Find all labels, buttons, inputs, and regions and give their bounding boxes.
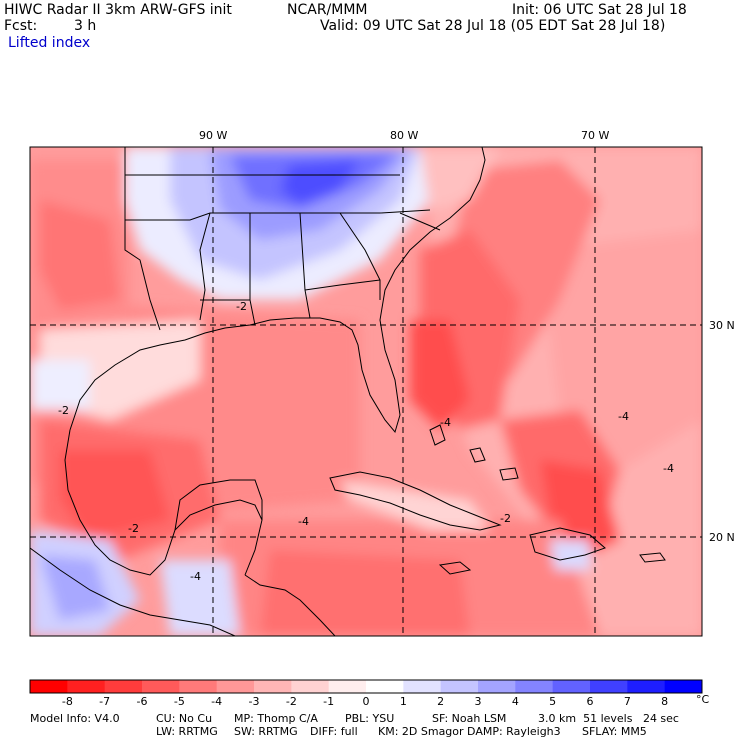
- forecast-hour: 3 h: [74, 18, 97, 34]
- colorbar-swatch: [142, 680, 180, 693]
- contour-label: -2: [58, 404, 69, 417]
- contour-label: -4: [663, 462, 674, 475]
- colorbar-swatch: [179, 680, 218, 693]
- longitude-label-70w: 70 W: [581, 129, 610, 142]
- map-title: HIWC Radar II 3km ARW-GFS init: [4, 2, 232, 18]
- organization-label: NCAR/MMM: [287, 2, 368, 18]
- colorbar-tick-label: 2: [437, 695, 445, 708]
- colorbar-tick-label: 5: [549, 695, 557, 708]
- model-info-mp: MP: Thomp C/A: [234, 712, 318, 725]
- colorbar-swatch: [515, 680, 554, 693]
- colorbar-swatch: [216, 680, 255, 693]
- map-frame: [29, 146, 703, 637]
- colorbar-swatch: [254, 680, 292, 693]
- lifted-index-field: [30, 147, 702, 636]
- valid-time: Valid: 09 UTC Sat 28 Jul 18 (05 EDT Sat …: [320, 18, 666, 34]
- contour-label: -4: [190, 570, 201, 583]
- field-name: Lifted index: [8, 35, 91, 51]
- contour-label: -2: [500, 512, 511, 525]
- colorbar-tick-label: -3: [248, 695, 260, 708]
- colorbar-frame: [29, 679, 703, 694]
- colorbar-tick-label: 1: [399, 695, 407, 708]
- colorbar-tick-label: -5: [173, 695, 185, 708]
- contour-label: -2: [128, 522, 139, 535]
- colorbar-swatch: [67, 680, 106, 693]
- colorbar-swatch: [328, 680, 367, 693]
- colorbar-swatch: [664, 680, 703, 693]
- colorbar-swatch: [627, 680, 666, 693]
- colorbar-tick-label: 7: [623, 695, 631, 708]
- model-info-km: KM: 2D Smagor DAMP: Rayleigh3: [378, 725, 561, 738]
- model-info-lw: LW: RRTMG: [156, 725, 218, 738]
- model-info-sf: SF: Noah LSM: [432, 712, 507, 725]
- model-info-sw: SW: RRTMG: [234, 725, 298, 738]
- model-info-sflay: SFLAY: MM5: [582, 725, 647, 738]
- colorbar-swatch: [104, 680, 143, 693]
- lat-lon-grid: [30, 147, 702, 636]
- colorbar-swatch: [440, 680, 479, 693]
- model-info-version: Model Info: V4.0: [30, 712, 120, 725]
- colorbar-tick-label: 8: [661, 695, 669, 708]
- latitude-label-30n: 30 N: [709, 319, 735, 332]
- colorbar-tick-label: -8: [61, 695, 73, 708]
- contour-label: -4: [440, 416, 451, 429]
- model-info-diff: DIFF: full: [310, 725, 358, 738]
- model-info-grid: 3.0 km 51 levels 24 sec: [538, 712, 679, 725]
- model-info-cu: CU: No Cu: [156, 712, 213, 725]
- coastlines: [30, 147, 666, 636]
- longitude-label-80w: 80 W: [390, 129, 419, 142]
- forecast-label: Fcst:: [4, 18, 38, 34]
- contour-label: -4: [618, 410, 629, 423]
- init-time: Init: 06 UTC Sat 28 Jul 18: [512, 2, 687, 18]
- colorbar-tick-label: 0: [362, 695, 370, 708]
- colorbar-tick-label: -1: [323, 695, 335, 708]
- colorbar-tick-label: -7: [99, 695, 111, 708]
- colorbar-swatch: [478, 680, 516, 693]
- colorbar-tick-label: 3: [474, 695, 482, 708]
- colorbar-swatch: [403, 680, 442, 693]
- model-info-pbl: PBL: YSU: [345, 712, 395, 725]
- colorbar-tick-label: -4: [211, 695, 223, 708]
- colorbar-swatch: [552, 680, 591, 693]
- colorbar-swatch: [291, 680, 330, 693]
- longitude-label-90w: 90 W: [199, 129, 228, 142]
- colorbar-tick-label: 4: [511, 695, 519, 708]
- colorbar-swatch: [590, 680, 628, 693]
- colorbar-swatch: [366, 680, 404, 693]
- colorbar-tick-label: 6: [586, 695, 594, 708]
- colorbar-tick-label: -2: [285, 695, 297, 708]
- contour-label: -4: [298, 515, 309, 528]
- colorbar-tick-label: -6: [136, 695, 148, 708]
- colorbar-swatch: [30, 680, 68, 693]
- latitude-label-20n: 20 N: [709, 531, 735, 544]
- colorbar-unit: °C: [696, 693, 710, 706]
- contour-label: -2: [236, 300, 247, 313]
